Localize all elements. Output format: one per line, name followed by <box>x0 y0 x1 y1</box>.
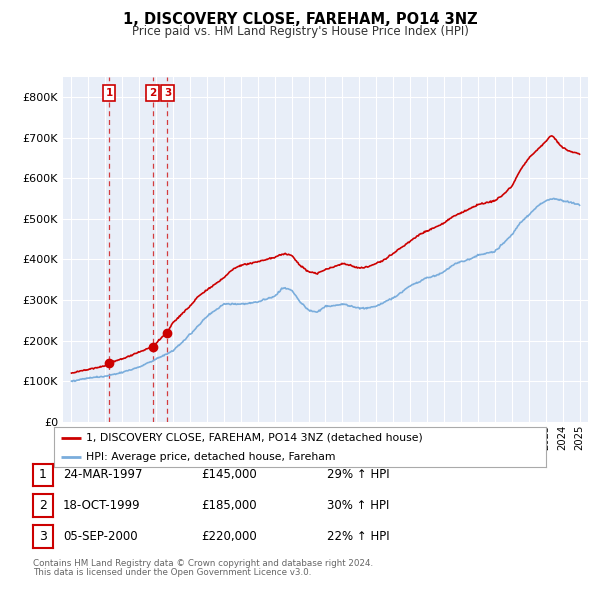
Text: 1, DISCOVERY CLOSE, FAREHAM, PO14 3NZ: 1, DISCOVERY CLOSE, FAREHAM, PO14 3NZ <box>122 12 478 27</box>
Text: Price paid vs. HM Land Registry's House Price Index (HPI): Price paid vs. HM Land Registry's House … <box>131 25 469 38</box>
Text: 30% ↑ HPI: 30% ↑ HPI <box>327 499 389 512</box>
Text: HPI: Average price, detached house, Fareham: HPI: Average price, detached house, Fare… <box>86 453 335 462</box>
Text: 05-SEP-2000: 05-SEP-2000 <box>63 530 137 543</box>
Text: 29% ↑ HPI: 29% ↑ HPI <box>327 468 389 481</box>
Text: Contains HM Land Registry data © Crown copyright and database right 2024.: Contains HM Land Registry data © Crown c… <box>33 559 373 568</box>
Text: 18-OCT-1999: 18-OCT-1999 <box>63 499 140 512</box>
Text: 2: 2 <box>39 499 47 512</box>
Text: 22% ↑ HPI: 22% ↑ HPI <box>327 530 389 543</box>
Text: £145,000: £145,000 <box>201 468 257 481</box>
Text: 2: 2 <box>149 88 156 98</box>
Text: 1, DISCOVERY CLOSE, FAREHAM, PO14 3NZ (detached house): 1, DISCOVERY CLOSE, FAREHAM, PO14 3NZ (d… <box>86 433 423 443</box>
Text: 24-MAR-1997: 24-MAR-1997 <box>63 468 143 481</box>
Text: 3: 3 <box>39 530 47 543</box>
Text: 1: 1 <box>39 468 47 481</box>
Text: £185,000: £185,000 <box>201 499 257 512</box>
Text: 3: 3 <box>164 88 171 98</box>
Text: This data is licensed under the Open Government Licence v3.0.: This data is licensed under the Open Gov… <box>33 568 311 577</box>
Text: £220,000: £220,000 <box>201 530 257 543</box>
Text: 1: 1 <box>106 88 113 98</box>
